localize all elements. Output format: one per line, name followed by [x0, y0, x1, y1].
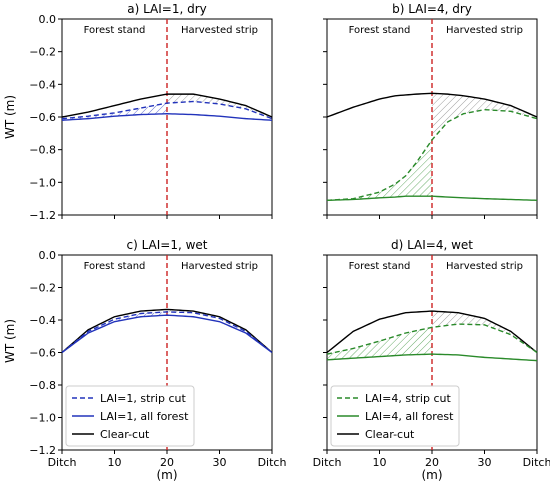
- legend-box: [65, 385, 195, 447]
- series-line-1: [326, 92, 538, 118]
- series-line-1: [61, 93, 273, 118]
- series-line-2: [326, 108, 538, 201]
- y-axis-label-top: WT (m): [3, 95, 17, 139]
- region-label-forest-stand: Forest stand: [84, 25, 146, 36]
- series-line-3: [61, 113, 273, 121]
- panel-title: a) LAI=1, dry: [127, 2, 207, 16]
- series-line-2: [326, 323, 538, 355]
- series-line-1: [326, 310, 538, 354]
- x-axis-label-left: (m): [156, 468, 177, 482]
- hatch-harvested-strip: [167, 94, 272, 119]
- y-tick-label: −1.2: [29, 444, 56, 457]
- panel-1: 0.0 −0.2 −0.4 −0.6 −0.8 −1.0 −1.2 a) LAI=1, dry…: [29, 2, 273, 222]
- y-tick-label: −0.6: [29, 111, 56, 124]
- x-tick-label: Ditch: [313, 456, 342, 469]
- hatch-forest-stand: [327, 327, 432, 360]
- panel-2: b) LAI=4, dry Forest stand Harvested strip: [323, 2, 538, 219]
- legend-label: LAI=1, all forest: [100, 410, 189, 423]
- x-tick-label: 20: [425, 456, 439, 469]
- hatch-harvested-strip: [432, 93, 537, 140]
- region-label-harvested-strip: Harvested strip: [446, 261, 523, 272]
- x-tick-label: Ditch: [258, 456, 287, 469]
- x-tick-label: Ditch: [523, 456, 550, 469]
- y-tick-label: −1.0: [29, 176, 56, 189]
- x-tick-label: Ditch: [48, 456, 77, 469]
- legend-label: LAI=4, strip cut: [365, 392, 451, 405]
- y-tick-label: −0.4: [29, 314, 56, 327]
- y-tick-label: −0.8: [29, 144, 56, 157]
- series-line-3: [326, 353, 538, 362]
- x-tick-label: 10: [373, 456, 387, 469]
- x-tick-label: 30: [478, 456, 492, 469]
- y-tick-label: −0.2: [29, 282, 56, 295]
- legend-label: Clear-cut: [100, 428, 150, 441]
- legend-label: LAI=1, strip cut: [100, 392, 186, 405]
- y-tick-label: −0.6: [29, 347, 56, 360]
- region-label-harvested-strip: Harvested strip: [181, 25, 258, 36]
- y-tick-label: −0.2: [29, 46, 56, 59]
- x-tick-label: 10: [108, 456, 122, 469]
- hatch-forest-stand: [327, 139, 432, 201]
- region-label-forest-stand: Forest stand: [349, 261, 411, 272]
- region-label-harvested-strip: Harvested strip: [181, 261, 258, 272]
- y-tick-label: −1.0: [29, 412, 56, 425]
- series-line-2: [61, 311, 273, 354]
- y-tick-label: −0.8: [29, 379, 56, 392]
- y-tick-label: −0.4: [29, 78, 56, 91]
- region-label-harvested-strip: Harvested strip: [446, 25, 523, 36]
- panel-title: d) LAI=4, wet: [391, 238, 473, 252]
- series-line-2: [61, 100, 273, 120]
- x-tick-label: 30: [213, 456, 227, 469]
- legend-box: [330, 385, 460, 447]
- panel-4: Ditch 10 20 30 Ditch d) LAI=4, wet Forest stan…: [313, 238, 550, 469]
- hatch-forest-stand: [62, 311, 167, 353]
- series-line-1: [61, 308, 273, 354]
- legend: LAI=4, strip cut LAI=4, all forest Clear-c…: [330, 385, 460, 447]
- panel-title: c) LAI=1, wet: [126, 238, 207, 252]
- hatch-forest-stand: [62, 103, 167, 121]
- legend-label: Clear-cut: [365, 428, 415, 441]
- legend-label: LAI=4, all forest: [365, 410, 454, 423]
- y-tick-label: 0.0: [39, 249, 57, 262]
- series-line-3: [61, 314, 273, 354]
- hatch-harvested-strip: [432, 311, 537, 353]
- y-axis-label-bottom: WT (m): [3, 319, 17, 363]
- legend: LAI=1, strip cut LAI=1, all forest Clear-c…: [65, 385, 195, 447]
- y-tick-label: 0.0: [39, 13, 57, 26]
- x-axis-label-right: (m): [421, 468, 442, 482]
- panel-title: b) LAI=4, dry: [392, 2, 472, 16]
- series-line-3: [326, 195, 538, 201]
- region-label-forest-stand: Forest stand: [349, 25, 411, 36]
- region-label-forest-stand: Forest stand: [84, 261, 146, 272]
- x-tick-label: 20: [160, 456, 174, 469]
- y-tick-label: −1.2: [29, 209, 56, 222]
